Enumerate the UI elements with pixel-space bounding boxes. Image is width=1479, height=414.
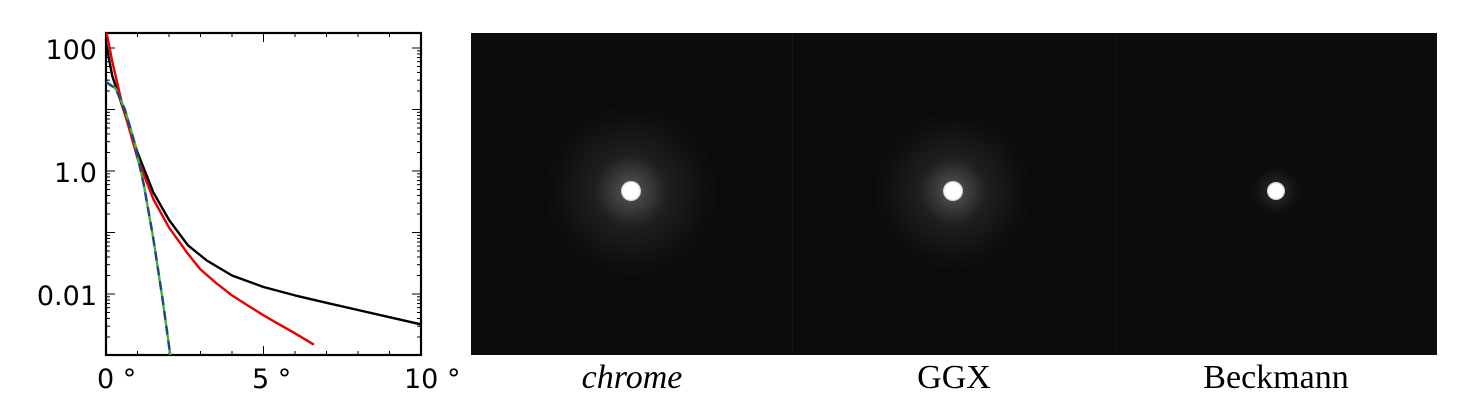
series-layer <box>106 33 421 355</box>
x-tick-label-5: 5 ° <box>252 364 291 395</box>
highlight-spot <box>943 181 964 201</box>
x-tick-label-10: 10 ° <box>404 364 460 395</box>
beckmann-caption: Beckmann <box>1203 359 1349 396</box>
ggx-caption: GGX <box>917 359 991 396</box>
y-tick-label-100: 100 <box>45 35 97 66</box>
y-tick-label-0-01: 0.01 <box>37 281 97 312</box>
series-line-4 <box>106 81 172 355</box>
tick-marks <box>105 33 422 355</box>
x-tick-label-0: 0 ° <box>97 364 136 395</box>
falloff-chart: 100 1.0 0.01 0 ° 5 ° 10 ° <box>37 31 460 395</box>
ggx-render <box>792 33 1115 355</box>
caption-row: chrome GGX Beckmann <box>471 356 1437 400</box>
beckmann-render <box>1114 33 1437 355</box>
y-tick-label-1: 1.0 <box>54 158 97 189</box>
plot-frame <box>104 31 423 357</box>
highlight-spot <box>1266 182 1285 200</box>
highlight-spot <box>621 181 641 201</box>
chrome-caption: chrome <box>581 359 683 396</box>
series-line-2 <box>106 33 315 346</box>
render-strip <box>471 33 1437 355</box>
chrome-render <box>471 33 793 355</box>
